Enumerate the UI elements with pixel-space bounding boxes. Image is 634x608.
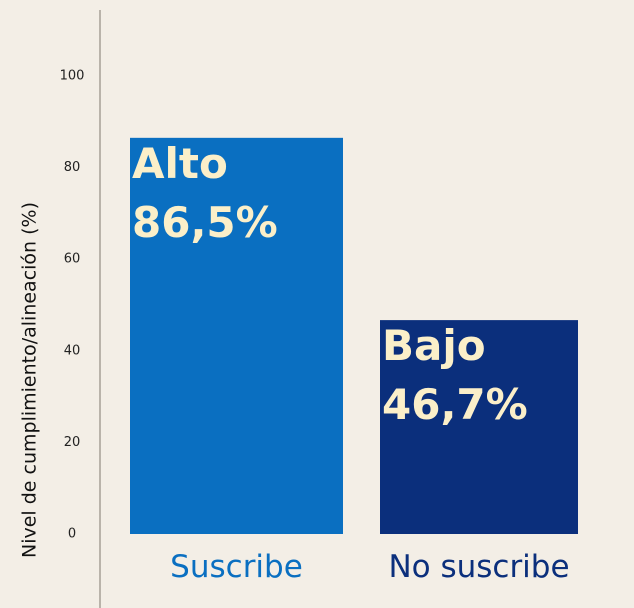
y-tick-label: 60 xyxy=(64,252,81,267)
bar-value-label: 46,7% xyxy=(382,380,528,429)
y-tick-label: 20 xyxy=(64,435,81,450)
bar xyxy=(380,320,578,534)
bar xyxy=(130,137,343,534)
y-tick-label: 40 xyxy=(64,343,81,358)
bar-level-label: Alto xyxy=(132,139,228,188)
bar-value-label: 86,5% xyxy=(132,198,278,247)
y-axis-label: Nivel de cumplimiento/alineación (%) xyxy=(19,202,41,558)
x-tick-label: No suscribe xyxy=(388,549,569,585)
x-tick-label: Suscribe xyxy=(170,549,303,585)
y-tick-label: 80 xyxy=(64,160,81,175)
y-tick-label: 0 xyxy=(68,527,76,542)
bar-level-label: Bajo xyxy=(382,321,486,370)
y-tick-label: 100 xyxy=(60,69,85,84)
